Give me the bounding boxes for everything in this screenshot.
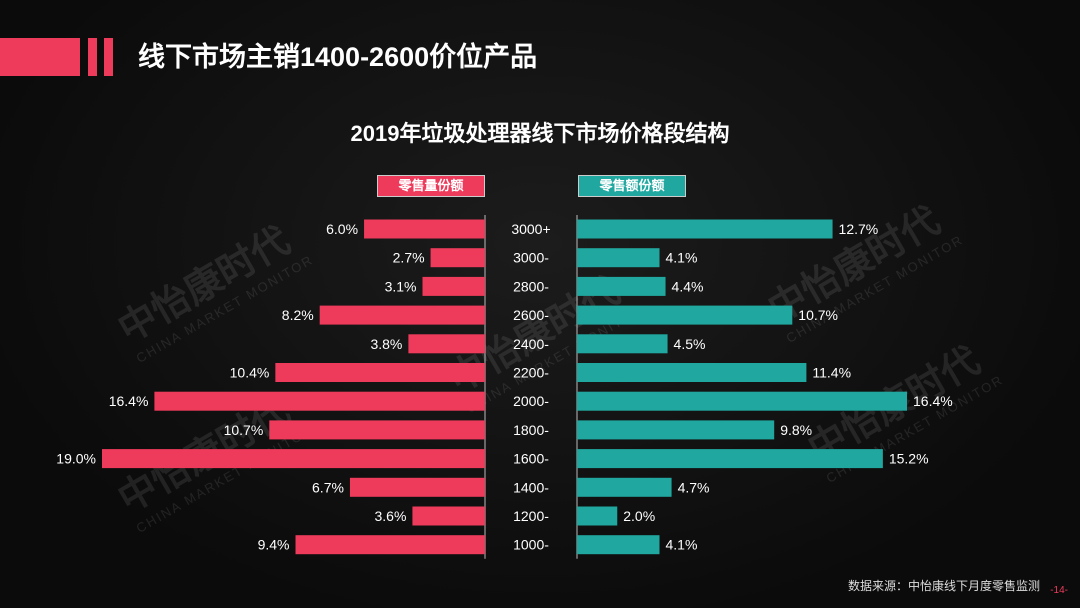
bar-volume-share	[154, 391, 485, 411]
data-label-value: 12.7%	[839, 221, 879, 237]
data-label-volume: 10.4%	[230, 365, 270, 381]
category-label: 1200-	[513, 508, 549, 524]
bar-volume-share	[430, 248, 485, 268]
category-label: 1000-	[513, 537, 549, 553]
data-label-value: 4.7%	[678, 479, 710, 495]
category-label: 2600-	[513, 307, 549, 323]
category-label: 2200-	[513, 365, 549, 381]
bar-value-share	[577, 506, 618, 526]
data-label-value: 15.2%	[889, 451, 929, 467]
category-label: 1800-	[513, 422, 549, 438]
data-label-value: 4.1%	[666, 250, 698, 266]
bar-value-share	[577, 276, 666, 296]
bar-value-share	[577, 477, 672, 497]
bar-volume-share	[319, 305, 485, 325]
data-label-volume: 6.0%	[326, 221, 358, 237]
data-label-volume: 3.6%	[375, 508, 407, 524]
bar-volume-share	[102, 449, 485, 469]
page-number: -14-	[1050, 585, 1068, 596]
bar-volume-share	[269, 420, 485, 440]
category-label: 1400-	[513, 479, 549, 495]
legend-volume-share: 零售量份额	[377, 175, 485, 197]
bar-value-share	[577, 391, 907, 411]
bar-volume-share	[275, 363, 485, 382]
data-label-value: 16.4%	[913, 393, 953, 409]
data-label-volume: 19.0%	[56, 451, 96, 467]
data-label-volume: 8.2%	[282, 307, 314, 323]
data-source: 数据来源：中怡康线下月度零售监测	[847, 579, 1040, 593]
data-label-volume: 9.4%	[258, 537, 290, 553]
category-label: 1600-	[513, 451, 549, 467]
data-label-value: 4.5%	[674, 336, 706, 352]
data-label-volume: 6.7%	[312, 479, 344, 495]
page-title: 线下市场主销1400-2600价位产品	[138, 42, 538, 72]
bar-volume-share	[412, 506, 485, 526]
data-label-value: 10.7%	[798, 307, 838, 323]
bar-value-share	[577, 363, 807, 382]
category-label: 2800-	[513, 278, 549, 294]
data-label-value: 9.8%	[780, 422, 812, 438]
bar-volume-share	[349, 477, 485, 497]
bar-value-share	[577, 334, 668, 354]
category-label: 2000-	[513, 393, 549, 409]
category-label: 2400-	[513, 336, 549, 352]
data-label-volume: 3.8%	[370, 336, 402, 352]
bar-volume-share	[408, 334, 485, 354]
bar-volume-share	[364, 219, 485, 239]
data-label-volume: 10.7%	[224, 422, 264, 438]
bar-value-share	[577, 305, 793, 325]
bar-volume-share	[422, 276, 485, 296]
data-label-volume: 2.7%	[393, 250, 425, 266]
data-label-value: 4.1%	[666, 537, 698, 553]
bar-value-share	[577, 449, 883, 469]
chart-title: 2019年垃圾处理器线下市场价格段结构	[350, 121, 730, 146]
legend-value-share: 零售额份额	[578, 175, 686, 197]
bar-value-share	[577, 535, 660, 555]
bar-volume-share	[295, 535, 485, 555]
category-label: 3000+	[511, 221, 550, 237]
bar-value-share	[577, 219, 833, 239]
data-label-volume: 3.1%	[385, 278, 417, 294]
data-label-value: 11.4%	[812, 365, 851, 381]
data-label-value: 2.0%	[623, 508, 655, 524]
data-label-value: 4.4%	[672, 278, 704, 294]
bar-value-share	[577, 420, 775, 440]
data-label-volume: 16.4%	[109, 393, 149, 409]
bar-value-share	[577, 248, 660, 268]
category-label: 3000-	[513, 250, 549, 266]
